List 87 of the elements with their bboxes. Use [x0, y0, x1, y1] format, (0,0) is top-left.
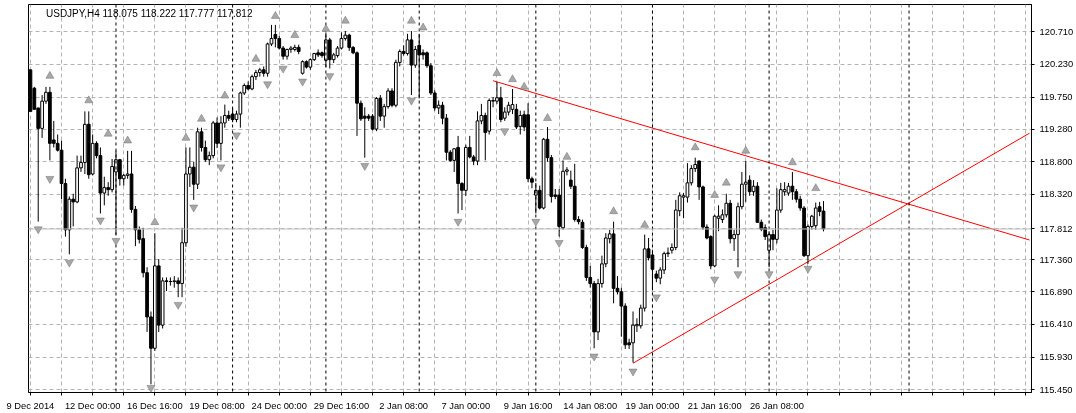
point	[232, 132, 241, 141]
x-tick-label: 14 Jan 08:00	[563, 400, 618, 411]
y-tick-label: 116.410	[1039, 319, 1073, 330]
point	[492, 68, 502, 76]
candlestick	[362, 106, 367, 159]
point	[111, 238, 121, 246]
point	[710, 276, 719, 285]
point	[628, 368, 638, 377]
x-tick-label: 2 Jan 08:00	[379, 400, 429, 411]
candlestick	[518, 110, 523, 136]
point	[609, 206, 618, 214]
y-tick-label: 119.280	[1039, 124, 1073, 135]
point	[418, 22, 428, 31]
x-tick-label: 19 Jan 00:00	[625, 400, 680, 411]
y-tick-label: 120.230	[1039, 59, 1074, 70]
chart-title: USDJPY,H4 118.075 118.222 117.777 117.812	[45, 7, 253, 19]
point	[543, 113, 552, 121]
point	[103, 128, 113, 137]
point	[764, 271, 774, 279]
point	[278, 65, 288, 74]
point	[298, 78, 307, 87]
point	[407, 15, 416, 24]
point	[531, 219, 541, 227]
point	[690, 142, 700, 151]
point	[251, 54, 261, 62]
point	[65, 259, 74, 268]
point	[710, 190, 719, 198]
point	[220, 90, 230, 99]
point	[181, 133, 191, 141]
point	[123, 135, 132, 144]
point	[45, 176, 55, 184]
x-tick-label: 9 Dec 2014	[6, 400, 55, 411]
point	[271, 11, 280, 19]
candlestick	[316, 48, 320, 58]
x-tick-label: 9 Jan 16:00	[503, 400, 553, 411]
point	[341, 15, 350, 24]
point	[173, 302, 183, 310]
point	[589, 353, 599, 362]
x-tick-label: 19 Dec 08:00	[189, 400, 245, 411]
y-tick-label: 119.750	[1039, 92, 1073, 103]
point	[554, 240, 564, 248]
y-tick-label: 118.320	[1039, 189, 1073, 200]
point	[96, 217, 105, 226]
y-tick-label: 117.360	[1039, 254, 1073, 265]
point	[325, 73, 335, 81]
x-tick-label: 24 Dec 00:00	[251, 400, 307, 411]
point	[33, 226, 43, 234]
x-tick-label: 12 Dec 00:00	[64, 400, 121, 411]
y-tick-label: 120.710	[1039, 26, 1074, 37]
candlestick	[289, 45, 293, 54]
point	[803, 266, 813, 274]
x-tick-label: 16 Dec 16:00	[127, 400, 183, 411]
point	[453, 219, 463, 227]
point	[652, 294, 661, 303]
point	[640, 220, 649, 228]
point	[407, 97, 416, 106]
x-tick-label: 7 Jan 00:00	[441, 400, 491, 411]
point	[84, 95, 94, 104]
point	[189, 204, 198, 213]
point	[500, 128, 509, 136]
point	[146, 385, 156, 393]
candlestick	[631, 311, 635, 364]
point	[45, 71, 55, 79]
point	[197, 113, 206, 122]
point	[722, 177, 731, 186]
x-tick-label: 26 Jan 08:00	[749, 400, 804, 411]
point	[321, 24, 331, 32]
y-tick-label: 118.800	[1039, 156, 1073, 167]
point	[562, 152, 572, 160]
x-tick-label: 21 Jan 16:00	[687, 400, 742, 411]
x-tick-label: 29 Dec 16:00	[313, 400, 370, 411]
point	[360, 163, 370, 171]
point	[150, 217, 160, 225]
candlestick	[747, 174, 752, 197]
point	[508, 74, 517, 82]
point	[741, 145, 751, 154]
point	[216, 164, 226, 173]
y-tick-label: 115.930	[1039, 352, 1073, 363]
point	[811, 183, 820, 191]
point	[733, 271, 743, 279]
y-tick-label: 116.890	[1039, 286, 1073, 297]
point	[290, 30, 300, 38]
point	[519, 82, 529, 90]
ref-line-label: 117.812	[1039, 224, 1073, 234]
candlestick	[498, 86, 503, 123]
point	[788, 157, 797, 165]
y-tick-label: 115.450	[1039, 384, 1073, 395]
